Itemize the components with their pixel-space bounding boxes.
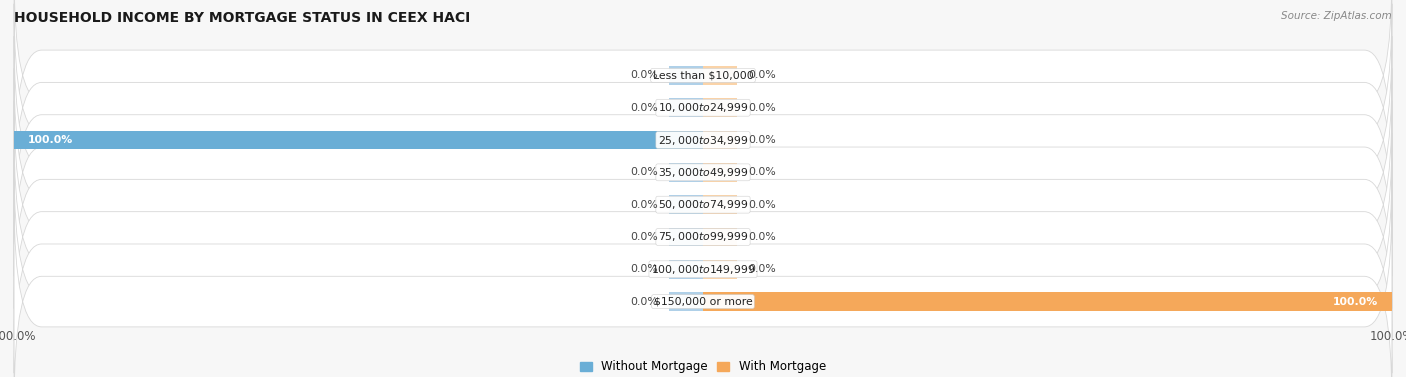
Text: 0.0%: 0.0% (748, 103, 776, 113)
Text: 0.0%: 0.0% (748, 135, 776, 145)
Text: Source: ZipAtlas.com: Source: ZipAtlas.com (1281, 11, 1392, 21)
Bar (703, 195, 738, 214)
Text: $35,000 to $49,999: $35,000 to $49,999 (658, 166, 748, 179)
Legend: Without Mortgage, With Mortgage: Without Mortgage, With Mortgage (575, 356, 831, 377)
Bar (703, 228, 738, 246)
Text: 0.0%: 0.0% (630, 232, 658, 242)
Bar (703, 98, 738, 117)
Text: Less than $10,000: Less than $10,000 (652, 70, 754, 80)
Text: 100.0%: 100.0% (1333, 297, 1378, 307)
Text: 0.0%: 0.0% (748, 232, 776, 242)
Text: 0.0%: 0.0% (630, 167, 658, 177)
Bar (669, 66, 703, 85)
Bar (669, 228, 703, 246)
FancyBboxPatch shape (14, 68, 1392, 276)
Text: 0.0%: 0.0% (748, 167, 776, 177)
Bar (703, 292, 1392, 311)
Text: 0.0%: 0.0% (630, 200, 658, 210)
Text: 100.0%: 100.0% (28, 135, 73, 145)
Bar (703, 260, 738, 279)
FancyBboxPatch shape (14, 4, 1392, 211)
Text: 0.0%: 0.0% (748, 200, 776, 210)
Bar (669, 260, 703, 279)
Text: $10,000 to $24,999: $10,000 to $24,999 (658, 101, 748, 114)
FancyBboxPatch shape (14, 101, 1392, 309)
Text: $75,000 to $99,999: $75,000 to $99,999 (658, 230, 748, 244)
Text: 0.0%: 0.0% (748, 264, 776, 274)
Text: $100,000 to $149,999: $100,000 to $149,999 (651, 263, 755, 276)
Bar (669, 195, 703, 214)
Text: 0.0%: 0.0% (630, 103, 658, 113)
Bar (669, 292, 703, 311)
Bar (669, 98, 703, 117)
Bar (703, 131, 738, 149)
Text: $150,000 or more: $150,000 or more (654, 297, 752, 307)
Text: 0.0%: 0.0% (630, 297, 658, 307)
FancyBboxPatch shape (14, 166, 1392, 373)
Bar (14, 131, 703, 149)
Bar (703, 163, 738, 182)
FancyBboxPatch shape (14, 36, 1392, 244)
Text: 0.0%: 0.0% (630, 70, 658, 80)
Bar (669, 163, 703, 182)
Text: 0.0%: 0.0% (630, 264, 658, 274)
FancyBboxPatch shape (14, 133, 1392, 341)
Text: 0.0%: 0.0% (748, 70, 776, 80)
Text: HOUSEHOLD INCOME BY MORTGAGE STATUS IN CEEX HACI: HOUSEHOLD INCOME BY MORTGAGE STATUS IN C… (14, 11, 471, 25)
FancyBboxPatch shape (14, 198, 1392, 377)
Text: $50,000 to $74,999: $50,000 to $74,999 (658, 198, 748, 211)
FancyBboxPatch shape (14, 0, 1392, 179)
Text: $25,000 to $34,999: $25,000 to $34,999 (658, 133, 748, 147)
Bar (703, 66, 738, 85)
